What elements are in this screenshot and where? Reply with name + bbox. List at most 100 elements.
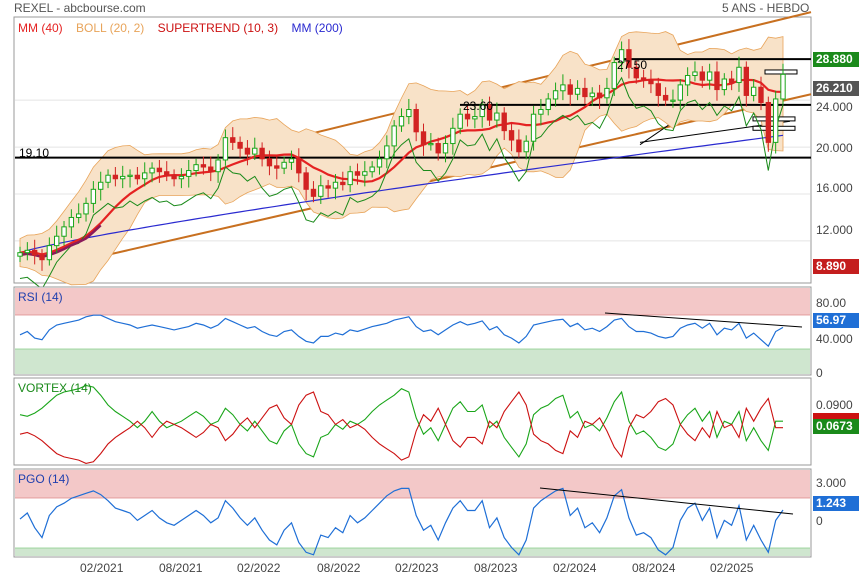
legend-mm200: MM (200) — [291, 21, 343, 35]
x-tick-label: 08/2021 — [159, 561, 203, 575]
candle-body — [655, 83, 661, 96]
gap-box — [764, 69, 798, 75]
rsi-last-box: 56.97 — [813, 313, 859, 328]
candle-body — [200, 164, 207, 168]
x-tick-label: 02/2021 — [80, 561, 124, 575]
candle-body — [765, 101, 772, 143]
legend-supertrend: SUPERTREND (10, 3) — [157, 21, 279, 35]
candle-body — [149, 167, 155, 174]
candle-body — [442, 143, 449, 154]
candle-body — [626, 49, 632, 68]
candle-body — [24, 249, 31, 254]
candle-body — [39, 254, 45, 261]
chart-source-title: REXEL - abcbourse.com — [14, 1, 146, 15]
level-label-1910: 19.10 — [19, 146, 50, 160]
pgo-tick-0: 0 — [816, 514, 823, 528]
candle-body — [68, 216, 75, 228]
candle-body — [560, 84, 566, 92]
candle-body — [208, 166, 214, 173]
candle-body — [76, 213, 82, 218]
vortex-title: VORTEX (14) — [18, 381, 92, 395]
candle-body — [472, 116, 478, 120]
candle-body — [230, 137, 236, 143]
x-tick-label: 08/2022 — [317, 561, 361, 575]
vortex-panel — [13, 377, 812, 466]
candle-body — [633, 66, 639, 79]
rsi-overbought-zone — [15, 288, 810, 315]
candle-body — [494, 112, 500, 121]
candle-body — [413, 109, 419, 133]
supertrend-line — [19, 76, 784, 290]
candle-body — [244, 147, 251, 155]
vortex-series — [19, 384, 783, 464]
rsi-tick-40: 40.000 — [816, 332, 853, 346]
level-label-2360: 23.60 — [463, 99, 494, 113]
vortex-minus-line — [19, 391, 783, 464]
price-tick-16: 16.000 — [816, 181, 853, 195]
x-tick-label: 08/2023 — [474, 561, 518, 575]
max-price-box: 28.880 — [813, 52, 859, 67]
candle-body — [728, 78, 735, 84]
candle-body — [354, 171, 361, 176]
candle-body — [479, 104, 485, 118]
rsi-tick-0: 0 — [816, 366, 823, 380]
legend-mm40: MM (40) — [18, 21, 63, 35]
candle-body — [215, 159, 221, 173]
candle-body — [398, 116, 405, 127]
candle-body — [46, 245, 53, 261]
candle-body — [186, 170, 192, 177]
candle-body — [105, 174, 111, 183]
price-tick-24: 24.000 — [816, 100, 853, 114]
pgo-title: PGO (14) — [18, 472, 70, 486]
pgo-last-box: 1.243 — [813, 496, 859, 511]
candle-body — [31, 249, 38, 256]
candle-body — [618, 49, 625, 64]
last-price-box: 26.210 — [813, 81, 859, 96]
candle-body — [156, 167, 163, 173]
candle-body — [604, 87, 610, 99]
candle-body — [142, 172, 148, 180]
candle-body — [318, 185, 324, 197]
candle-body — [684, 74, 691, 86]
candle-body — [281, 161, 287, 169]
candle-body — [237, 141, 243, 149]
candle-body — [457, 113, 463, 129]
rsi-line — [19, 314, 784, 348]
candle-body — [178, 175, 185, 180]
candle-body — [90, 188, 97, 204]
candle-body — [692, 71, 698, 76]
vortex-tick: 0.0900 — [816, 398, 853, 412]
candle-body — [420, 131, 427, 146]
candle-body — [171, 174, 177, 180]
candle-body — [406, 109, 412, 118]
candle-body — [83, 202, 89, 215]
legend: MM (40) BOLL (20, 2) SUPERTREND (10, 3) … — [18, 21, 343, 35]
candle-body — [296, 158, 302, 174]
candle-body — [758, 86, 764, 103]
x-tick-label: 02/2024 — [553, 561, 597, 575]
vortex-last-box: 0.0673 — [813, 419, 859, 434]
price-tick-12: 12.000 — [816, 223, 853, 237]
candle-body — [391, 125, 397, 147]
pgo-lower-zone — [15, 548, 810, 556]
candlesticks — [17, 39, 786, 271]
candle-body — [54, 235, 60, 247]
candle-body — [611, 62, 617, 89]
pgo-series — [15, 487, 810, 556]
candle-body — [648, 79, 654, 85]
candle-body — [486, 104, 493, 121]
candle-body — [772, 98, 779, 143]
candle-body — [164, 171, 170, 176]
candle-body — [706, 71, 713, 81]
candle-body — [780, 73, 786, 100]
candle-body — [252, 147, 258, 155]
candle-body — [567, 84, 573, 95]
vortex-minus-box — [813, 413, 859, 419]
candle-body — [450, 127, 456, 145]
candle-body — [516, 139, 522, 153]
candle-body — [714, 71, 720, 91]
min-price-box: 8.890 — [813, 259, 859, 274]
candle-body — [640, 77, 647, 81]
candle-body — [362, 171, 368, 176]
